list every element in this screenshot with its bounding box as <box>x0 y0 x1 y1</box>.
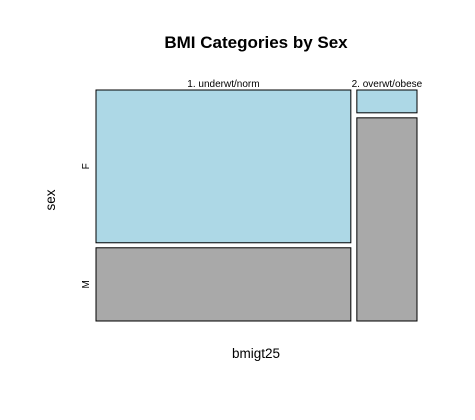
mosaic-tiles <box>95 89 418 322</box>
y-tick-m: M <box>81 280 92 288</box>
y-tick-f: F <box>81 163 92 169</box>
x-tick-1-underwt-norm: 1. underwt/norm <box>187 79 259 90</box>
tile-2-overwt-obese-m <box>356 117 418 322</box>
y-axis-label: sex <box>43 189 58 210</box>
y-tick-labels: FM <box>81 163 92 288</box>
tile-2-overwt-obese-f <box>356 89 418 114</box>
x-axis-label: bmigt25 <box>232 346 280 361</box>
x-tick-labels: 1. underwt/norm 2. overwt/obese <box>187 79 422 90</box>
tile-1-underwt-norm-m <box>95 247 352 322</box>
tile-1-underwt-norm-f <box>95 89 352 244</box>
chart-title: BMI Categories by Sex <box>164 33 348 52</box>
x-tick-2-overwt-obese: 2. overwt/obese <box>352 79 423 90</box>
